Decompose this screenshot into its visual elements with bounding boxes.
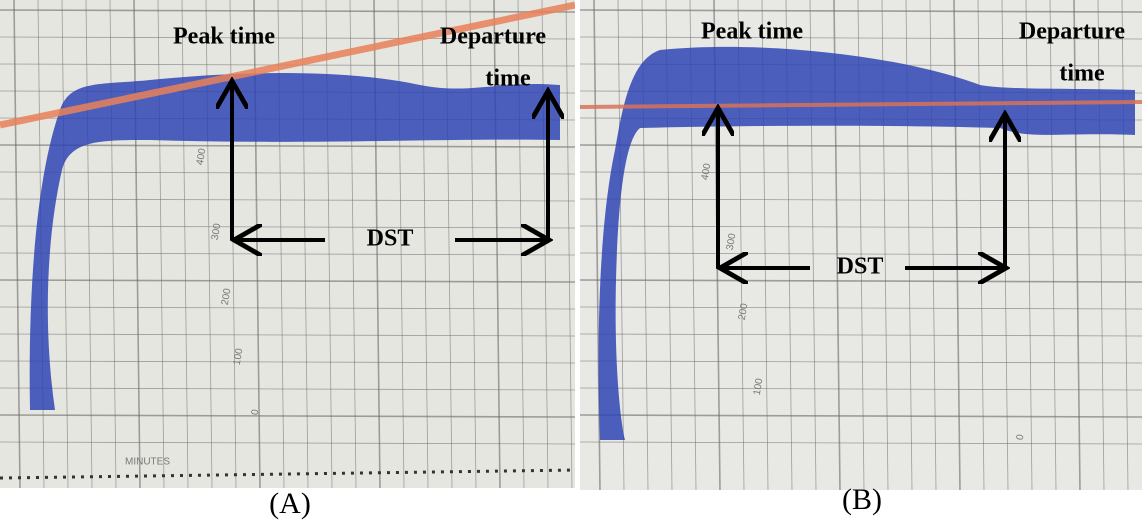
peak-label: Peak time bbox=[701, 19, 803, 45]
departure-label: time bbox=[485, 66, 531, 92]
paper-grid bbox=[580, 171, 1142, 175]
paper-grid bbox=[421, 0, 429, 488]
scale-label: 400 bbox=[700, 162, 714, 181]
paper-grid bbox=[0, 360, 575, 364]
paper-grid bbox=[0, 225, 575, 229]
departure-label: Departure bbox=[440, 24, 547, 50]
paper-grid bbox=[580, 306, 1142, 310]
paper-grid bbox=[580, 279, 1142, 283]
paper-grid bbox=[580, 333, 1142, 337]
scale-label: 100 bbox=[752, 377, 766, 396]
paper-grid bbox=[580, 387, 1142, 391]
paper-grid bbox=[617, 0, 625, 490]
paper-grid bbox=[565, 0, 573, 488]
paper-grid bbox=[580, 225, 1142, 229]
paper-grid bbox=[580, 198, 1142, 202]
axis-label: MINUTES bbox=[125, 457, 170, 468]
paper-grid bbox=[0, 387, 575, 391]
paper-grid bbox=[0, 333, 575, 337]
scale-label: 100 bbox=[232, 347, 246, 366]
departure-label: Departure bbox=[1019, 19, 1126, 45]
paper-grid bbox=[1049, 0, 1057, 490]
scale-label: 0 bbox=[250, 408, 262, 416]
paper-grid bbox=[0, 171, 575, 175]
paper-grid bbox=[580, 414, 1142, 418]
paper-grid bbox=[580, 144, 1142, 148]
paper-grid bbox=[61, 0, 69, 488]
paper-grid bbox=[85, 0, 93, 488]
paper-grid bbox=[1121, 0, 1129, 490]
paper-grid bbox=[0, 441, 575, 445]
scale-label: 400 bbox=[195, 147, 209, 166]
paper-grid bbox=[1097, 0, 1105, 490]
scale-label: 200 bbox=[737, 302, 751, 321]
paper-grid bbox=[469, 0, 477, 488]
paper-grid bbox=[109, 0, 117, 488]
panel-label: (B) bbox=[842, 483, 882, 516]
paper-grid bbox=[0, 279, 575, 283]
paper-grid bbox=[0, 198, 575, 202]
scale-label: 300 bbox=[210, 222, 224, 241]
paper-grid bbox=[0, 9, 575, 13]
paper-grid bbox=[0, 414, 575, 418]
paper-grid bbox=[0, 252, 575, 256]
perforation bbox=[0, 468, 575, 480]
panel-a: 300 400 200 100 0 MINUTES Peak time Depa… bbox=[0, 0, 575, 488]
departure-label: time bbox=[1059, 61, 1105, 87]
scale-label: 200 bbox=[220, 287, 234, 306]
paper-grid bbox=[1073, 0, 1081, 490]
panel-b: 400 300 200 100 0 Peak time Departure ti… bbox=[580, 0, 1142, 490]
paper-grid bbox=[580, 36, 1142, 40]
red-line bbox=[580, 100, 1142, 109]
paper-grid bbox=[13, 0, 21, 488]
red-line bbox=[0, 1, 575, 129]
paper-grid bbox=[977, 0, 985, 490]
paper-grid bbox=[493, 0, 501, 488]
paper-grid bbox=[445, 0, 453, 488]
paper-grid bbox=[580, 360, 1142, 364]
paper-grid bbox=[0, 144, 575, 148]
scale-label: 300 bbox=[725, 232, 739, 251]
paper-grid bbox=[1025, 0, 1033, 490]
dst-label: DST bbox=[367, 226, 414, 252]
paper-grid bbox=[580, 441, 1142, 445]
scale-label: 0 bbox=[1015, 433, 1027, 441]
paper-grid bbox=[580, 9, 1142, 13]
paper-grid bbox=[593, 0, 601, 490]
dst-label: DST bbox=[837, 254, 884, 280]
panel-label: (A) bbox=[269, 487, 311, 520]
paper-grid bbox=[0, 36, 575, 40]
peak-label: Peak time bbox=[173, 24, 275, 50]
paper-grid bbox=[580, 252, 1142, 256]
paper-grid bbox=[0, 306, 575, 310]
curve-band bbox=[598, 46, 1135, 441]
